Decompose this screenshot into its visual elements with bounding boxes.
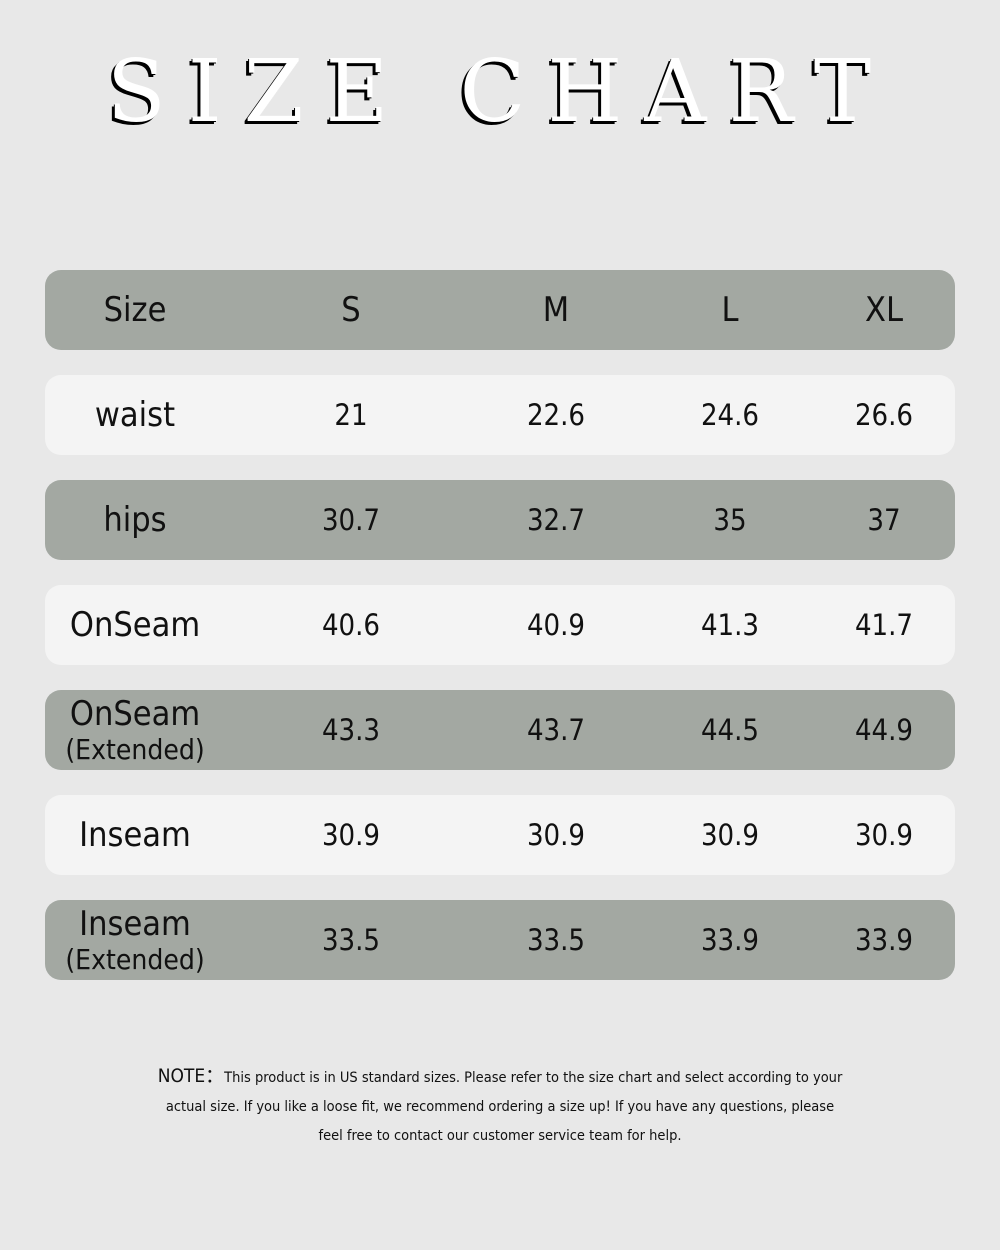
page-title: SIZE CHART xyxy=(0,42,1000,142)
table-cell: 21 xyxy=(334,398,368,432)
row-label: waist xyxy=(95,375,175,455)
table-cell: 44.5 xyxy=(700,713,760,747)
table-cell: 43.3 xyxy=(321,713,381,747)
table-header-row: Size S M L XL xyxy=(45,270,955,350)
header-cell: Size xyxy=(103,290,167,330)
table-cell: 41.7 xyxy=(854,608,914,642)
row-label: Inseam xyxy=(79,795,191,875)
row-label-text: Inseam xyxy=(79,815,191,855)
row-label-text: Inseam xyxy=(79,904,191,944)
row-label-text: OnSeam xyxy=(69,694,201,734)
table-row: Inseam (Extended) 33.5 33.5 33.9 33.9 xyxy=(45,900,955,980)
table-cell: 44.9 xyxy=(854,713,914,747)
row-label-text: OnSeam xyxy=(69,605,201,645)
note-line: feel free to contact our customer servic… xyxy=(318,1128,682,1144)
header-cell: M xyxy=(542,290,570,330)
table-cell: 30.7 xyxy=(321,503,381,537)
row-label-text: hips xyxy=(103,500,167,540)
table-cell: 32.7 xyxy=(526,503,586,537)
table-row: Inseam 30.9 30.9 30.9 30.9 xyxy=(45,795,955,875)
table-cell: 30.9 xyxy=(321,818,381,852)
table-cell: 26.6 xyxy=(854,398,914,432)
header-cell: XL xyxy=(865,290,903,330)
table-cell: 35 xyxy=(713,503,747,537)
row-label: OnSeam xyxy=(70,585,200,665)
table-cell: 33.9 xyxy=(700,923,760,957)
row-label: Inseam (Extended) xyxy=(65,900,204,980)
header-cell: S xyxy=(341,290,361,330)
header-cell: L xyxy=(721,290,739,330)
note-prefix: NOTE： xyxy=(157,1065,225,1087)
table-cell: 22.6 xyxy=(526,398,586,432)
table-cell: 37 xyxy=(867,503,901,537)
table-cell: 41.3 xyxy=(700,608,760,642)
table-cell: 30.9 xyxy=(526,818,586,852)
row-label: hips xyxy=(103,480,166,560)
table-row: OnSeam 40.6 40.9 41.3 41.7 xyxy=(45,585,955,665)
table-row: OnSeam (Extended) 43.3 43.7 44.5 44.9 xyxy=(45,690,955,770)
row-label-sub: (Extended) xyxy=(65,733,205,766)
table-cell: 40.6 xyxy=(321,608,381,642)
table-row: hips 30.7 32.7 35 37 xyxy=(45,480,955,560)
table-cell: 43.7 xyxy=(526,713,586,747)
page-title-text: SIZE CHART xyxy=(106,42,894,142)
table-cell: 30.9 xyxy=(854,818,914,852)
note-line: actual size. If you like a loose fit, we… xyxy=(165,1099,835,1115)
table-row: waist 21 22.6 24.6 26.6 xyxy=(45,375,955,455)
table-cell: 33.5 xyxy=(321,923,381,957)
note-line: This product is in US standard sizes. Pl… xyxy=(224,1070,843,1086)
table-cell: 24.6 xyxy=(700,398,760,432)
table-cell: 33.5 xyxy=(526,923,586,957)
note: NOTE：This product is in US standard size… xyxy=(100,1062,900,1151)
row-label-text: waist xyxy=(94,395,176,435)
row-label-sub: (Extended) xyxy=(65,943,205,976)
table-cell: 40.9 xyxy=(526,608,586,642)
table-cell: 33.9 xyxy=(854,923,914,957)
row-label: OnSeam (Extended) xyxy=(65,690,204,770)
table-cell: 30.9 xyxy=(700,818,760,852)
